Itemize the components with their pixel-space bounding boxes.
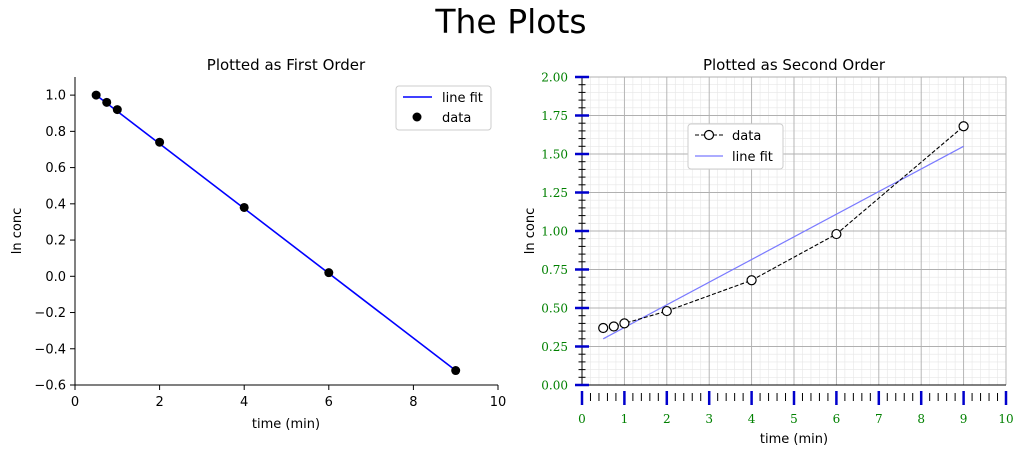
x-tick-label: 5 — [790, 412, 798, 426]
data-point — [608, 321, 619, 332]
x-tick-label: 1 — [621, 412, 629, 426]
data-point — [746, 275, 757, 286]
y-tick-label: 1.0 — [45, 89, 66, 104]
second-order-xlabel: time (min) — [760, 432, 828, 447]
y-tick-label: 0.8 — [45, 125, 66, 140]
figure-title: The Plots — [435, 2, 587, 41]
x-tick-label: 8 — [917, 412, 925, 426]
x-tick-label: 3 — [705, 412, 713, 426]
y-tick-label: 0.50 — [541, 302, 568, 316]
y-tick-label: 1.50 — [541, 148, 568, 162]
x-tick-label: 2 — [155, 395, 163, 410]
first-order-xlabel: time (min) — [252, 417, 320, 432]
second-order-ticks: 0 1 2 3 4 5 6 7 8 9 10 0.00 0.25 0.50 0.75 1.00 1.25 1.50… — [541, 71, 1013, 427]
data-point — [958, 121, 969, 132]
y-tick-label: 2.00 — [541, 71, 568, 85]
data-point — [831, 228, 842, 240]
y-tick-label: 0.0 — [45, 270, 66, 285]
first-order-ticks: 0 2 4 6 8 10 −0.6 −0.4 −0.2 0.0 0.2 0.4 0.6 0.8 1.0 — [34, 89, 506, 410]
y-tick-label: 1.75 — [541, 109, 568, 123]
first-order-plot: Plotted as First Order time (min) ln con… — [10, 56, 506, 432]
legend-data-swatch — [412, 112, 422, 122]
second-order-grid — [581, 76, 1007, 386]
first-order-series — [91, 90, 461, 376]
x-tick-label: 9 — [960, 412, 968, 426]
y-tick-label: 0.2 — [45, 234, 66, 249]
first-order-ylabel: ln conc — [10, 208, 25, 254]
data-point — [324, 268, 334, 278]
second-order-title: Plotted as Second Order — [703, 56, 886, 74]
x-tick-label: 7 — [875, 412, 883, 426]
y-tick-label: 0.6 — [45, 161, 66, 176]
y-tick-label: 1.00 — [541, 225, 568, 239]
legend-data-label: data — [442, 111, 471, 126]
line-fit-series — [95, 94, 457, 372]
y-tick-label: −0.6 — [34, 379, 66, 394]
data-point — [239, 202, 249, 212]
x-tick-label: 6 — [833, 412, 841, 426]
x-tick-label: 4 — [748, 412, 756, 426]
legend-line-fit-label: line fit — [442, 91, 483, 106]
first-order-legend: line fit data — [395, 85, 492, 131]
legend-data-marker-swatch — [703, 129, 715, 141]
x-tick-label: 0 — [578, 412, 586, 426]
y-tick-label: 0.25 — [541, 340, 568, 354]
x-tick-label: 6 — [325, 395, 333, 410]
data-point — [619, 318, 630, 329]
second-order-plot: Plotted as Second Order time (min) ln co… — [523, 56, 1014, 447]
x-tick-label: 10 — [998, 412, 1013, 426]
legend-data-label-2: data — [732, 129, 761, 144]
data-point — [91, 90, 101, 100]
line-fit-series — [602, 145, 964, 340]
data-point — [112, 105, 122, 115]
second-order-series — [598, 121, 969, 340]
x-tick-label: 0 — [71, 395, 79, 410]
x-tick-label: 10 — [490, 395, 507, 410]
y-tick-label: −0.4 — [34, 342, 66, 357]
data-point — [661, 305, 672, 317]
x-tick-label: 8 — [409, 395, 417, 410]
y-tick-label: 0.00 — [541, 379, 568, 393]
first-order-title: Plotted as First Order — [207, 56, 366, 74]
y-tick-label: −0.2 — [34, 306, 66, 321]
y-tick-label: 0.75 — [541, 263, 568, 277]
legend-line-fit-label-2: line fit — [732, 150, 773, 165]
data-point — [155, 137, 165, 147]
y-tick-label: 0.4 — [45, 197, 66, 212]
data-point — [102, 97, 112, 107]
y-tick-label: 1.25 — [541, 186, 568, 200]
x-tick-label: 2 — [663, 412, 671, 426]
second-order-legend: data line fit — [687, 123, 784, 170]
x-tick-label: 4 — [240, 395, 248, 410]
data-point — [598, 322, 609, 334]
data-point — [451, 366, 461, 376]
second-order-ylabel: ln conc — [523, 208, 538, 254]
